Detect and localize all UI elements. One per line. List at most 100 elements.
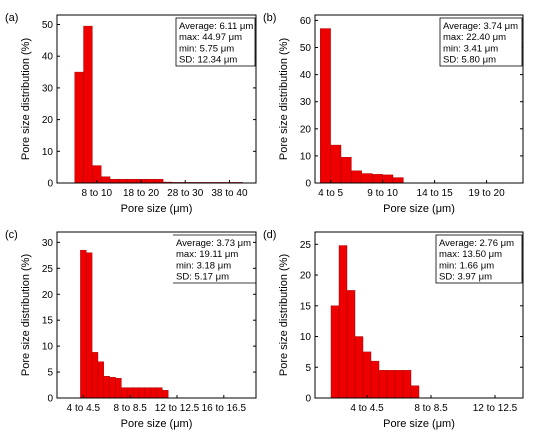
panel-label: (d) <box>263 229 276 241</box>
x-tick-label: 16 to 16.5 <box>202 403 247 414</box>
y-tick-label: 30 <box>42 238 54 249</box>
y-tick-label: 0 <box>47 394 53 405</box>
stats-line: max: 13.50 μm <box>439 249 502 260</box>
bar <box>115 378 122 399</box>
bar <box>144 387 151 399</box>
stats-line: SD: 3.97 μm <box>439 272 492 283</box>
bar <box>154 178 164 184</box>
stats-line: SD: 5.17 μm <box>176 272 229 283</box>
y-tick-label: 25 <box>42 264 54 275</box>
y-tick-label: 40 <box>42 52 54 63</box>
y-tick-label: 50 <box>42 20 54 31</box>
bar <box>97 361 105 399</box>
x-tick-label: 38 to 40 <box>211 188 248 199</box>
bar <box>392 177 404 184</box>
plot-frame <box>314 14 524 184</box>
x-axis-label: Pore size (μm) <box>121 418 193 430</box>
bar <box>346 290 356 399</box>
panel-label: (a) <box>5 12 18 24</box>
stats-line: Average: 3.73 μm <box>176 238 251 249</box>
bar <box>127 178 137 184</box>
stats-line: max: 19.11 μm <box>176 249 238 260</box>
bar <box>320 28 331 184</box>
bar <box>372 174 383 184</box>
bar <box>410 385 420 399</box>
y-tick-label: 10 <box>42 342 54 353</box>
stats-line: max: 44.97 μm <box>179 32 242 43</box>
x-axis-label: Pore size (μm) <box>383 203 455 215</box>
bar <box>330 144 342 184</box>
y-tick-label: 40 <box>300 70 312 81</box>
bar <box>121 387 128 399</box>
bar <box>354 336 364 399</box>
bar <box>156 387 163 399</box>
bar <box>362 351 372 399</box>
x-axis-label: Pore size (μm) <box>121 203 193 215</box>
bar <box>340 157 352 184</box>
x-tick-label: 8 to 10 <box>82 188 113 199</box>
bar <box>91 352 99 399</box>
bar <box>101 176 111 184</box>
y-tick-label: 10 <box>300 151 312 162</box>
y-tick-label: 15 <box>42 316 54 327</box>
chart-panel: 0 5 10 15 20 25 30 4 to 4.5 8 to 8.5 12 to 12.5 16… <box>5 229 257 430</box>
bar <box>402 370 412 399</box>
bar <box>351 170 362 184</box>
x-tick-label: 12 to 12.5 <box>473 403 518 414</box>
stats-line: Average: 6.11 μm <box>179 21 253 32</box>
y-tick-label: 20 <box>42 290 54 301</box>
x-tick-label: 28 to 30 <box>167 188 204 199</box>
stats-line: Average: 2.76 μm <box>439 238 514 249</box>
bar <box>118 178 128 184</box>
bar <box>338 245 348 399</box>
x-tick-label: 4 to 4.5 <box>350 403 384 414</box>
plot-frame <box>314 231 524 399</box>
bar <box>145 178 155 184</box>
x-tick-label: 4 to 5 <box>318 188 343 199</box>
y-tick-label: 5 <box>47 368 53 379</box>
bar <box>132 387 140 399</box>
stats-box <box>175 17 256 67</box>
y-tick-label: 20 <box>300 124 312 135</box>
stats-box <box>439 17 523 67</box>
y-tick-label: 50 <box>300 43 312 54</box>
bar <box>109 377 116 399</box>
bar <box>86 252 93 399</box>
y-tick-label: 20 <box>42 115 54 126</box>
x-tick-label: 14 to 15 <box>417 188 454 199</box>
stats-box <box>435 234 523 284</box>
y-tick-label: 0 <box>305 394 311 405</box>
y-tick-label: 20 <box>300 271 312 282</box>
stats-line: Average: 3.74 μm <box>443 21 518 32</box>
y-axis-label: Pore size distribution (%) <box>20 254 32 376</box>
chart-panel: 0 10 20 30 40 50 60 4 to 5 9 to 10 14 to 15 19 to … <box>263 12 524 215</box>
y-tick-label: 0 <box>305 179 311 190</box>
y-tick-label: 0 <box>47 179 53 190</box>
y-tick-label: 60 <box>300 16 312 27</box>
bar <box>162 390 169 399</box>
stats-line: min: 1.66 μm <box>439 260 494 271</box>
y-tick-label: 5 <box>305 363 311 374</box>
bar <box>386 370 396 399</box>
stats-line: SD: 12.34 μm <box>179 55 237 66</box>
x-tick-label: 19 to 20 <box>469 188 506 199</box>
stats-line: min: 5.75 μm <box>179 43 234 54</box>
bar <box>74 71 84 184</box>
y-tick-label: 10 <box>300 332 312 343</box>
y-axis-label: Pore size distribution (%) <box>20 38 32 160</box>
bar <box>80 249 87 399</box>
bar <box>330 305 340 399</box>
x-tick-label: 9 to 10 <box>367 188 398 199</box>
x-tick-label: 8 to 8.5 <box>414 403 448 414</box>
bar <box>138 387 145 399</box>
x-axis-label: Pore size (μm) <box>383 418 455 430</box>
bar <box>109 178 120 184</box>
panel-label: (c) <box>5 229 18 241</box>
bar <box>83 25 93 184</box>
panel-label: (b) <box>263 12 276 24</box>
x-tick-label: 8 to 8.5 <box>113 403 147 414</box>
bar <box>103 376 110 399</box>
bar <box>382 174 394 184</box>
stats-line: min: 3.18 μm <box>176 260 231 271</box>
y-axis-label: Pore size distribution (%) <box>278 254 290 376</box>
